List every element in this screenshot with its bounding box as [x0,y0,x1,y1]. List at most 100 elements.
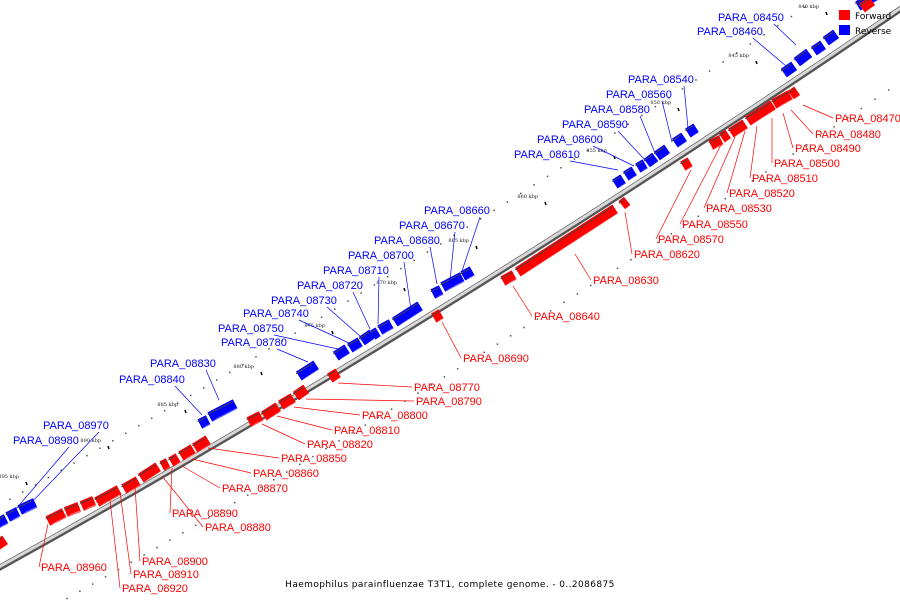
reverse-legend-swatch [839,25,850,35]
forward-gene[interactable] [327,368,345,383]
forward-gene[interactable] [79,496,100,511]
reverse-gene[interactable] [623,166,641,181]
forward-gene[interactable] [63,502,85,517]
forward-gene-label: PARA_08640 [534,311,600,323]
forward-gene-label: PARA_08920 [122,583,188,595]
reverse-gene[interactable] [347,337,367,353]
reverse-gene[interactable] [391,301,427,327]
reverse-gene[interactable] [671,132,691,148]
legend: Forward Reverse [839,10,892,37]
reverse-gene-label: PARA_08780 [221,337,287,349]
reverse-gene-label: PARA_08970 [43,420,109,432]
reverse-gene[interactable] [430,285,448,299]
forward-legend-label: Forward [855,12,891,22]
forward-gene[interactable] [787,86,804,100]
reverse-gene-label: PARA_08460 [697,26,763,38]
tick-label: 845 kbp [728,53,749,59]
reverse-gene[interactable] [197,415,215,429]
forward-gene-label: PARA_08860 [253,468,319,480]
forward-gene[interactable] [94,485,126,507]
forward-gene-label: PARA_08490 [795,143,861,155]
forward-gene-label: PARA_08530 [706,203,772,215]
tick-label: 860 kbp [517,194,538,200]
tick-marks: 840 kbp 845 kbp 850 kbp 855 kbp 860 kbp 865 k… [0,4,828,486]
forward-gene[interactable] [858,0,879,13]
reverse-gene[interactable] [370,327,385,340]
reverse-gene-label: PARA_08450 [718,12,784,24]
reverse-legend-label: Reverse [855,27,892,37]
forward-gene[interactable] [744,100,780,126]
tick-label: 855 kbp [586,148,607,154]
forward-gene[interactable] [727,119,752,138]
forward-gene[interactable] [192,435,215,453]
forward-gene[interactable] [178,444,200,461]
forward-gene[interactable] [500,270,521,286]
reverse-gene-label: PARA_08670 [399,220,465,232]
forward-gene-label: PARA_08500 [774,158,840,170]
forward-gene[interactable] [159,458,175,471]
forward-gene-label: PARA_08520 [729,188,795,200]
forward-gene[interactable] [292,384,313,401]
forward-gene-label: PARA_08800 [362,410,428,422]
reverse-gene[interactable] [685,123,703,138]
reverse-gene[interactable] [5,507,25,522]
forward-gene-label: PARA_08820 [307,439,373,451]
forward-gene[interactable] [137,462,165,483]
reverse-gene[interactable] [0,514,13,529]
reverse-gene[interactable] [332,344,354,361]
tick-label: 865 kbp [448,238,469,244]
reverse-gene-label: PARA_08840 [119,374,185,386]
forward-leader-lines [38,104,834,589]
forward-gene[interactable] [431,309,448,323]
forward-gene-label: PARA_08900 [142,556,208,568]
forward-gene[interactable] [278,393,300,410]
forward-gene[interactable] [618,196,635,210]
reverse-gene-label: PARA_08730 [271,295,337,307]
forward-gene-label: PARA_08510 [752,173,818,185]
forward-gene[interactable] [0,535,12,550]
reverse-gene[interactable] [207,399,242,422]
reverse-gene[interactable] [295,360,323,381]
forward-gene[interactable] [708,135,728,150]
reverse-gene[interactable] [635,159,652,173]
forward-gene[interactable] [121,476,145,494]
reverse-gene[interactable] [643,152,662,168]
reverse-gene-label: PARA_08750 [218,323,284,335]
tick-label: 895 kbp [0,474,19,480]
forward-gene[interactable] [771,90,797,109]
reverse-gene-label: PARA_08540 [628,74,694,86]
forward-gene-label: PARA_08690 [463,353,529,365]
reverse-gene-label: PARA_08560 [606,89,672,101]
reverse-gene[interactable] [780,61,801,78]
reverse-gene[interactable] [460,266,479,281]
reverse-gene[interactable] [377,319,398,335]
tick-label: 880 kbp [233,364,254,370]
forward-genes [0,0,879,550]
reverse-gene[interactable] [612,174,630,189]
forward-gene[interactable] [260,402,285,421]
forward-gene[interactable] [718,129,735,143]
reverse-gene[interactable] [793,48,816,67]
reverse-gene[interactable] [810,40,830,56]
reverse-gene[interactable] [17,498,42,515]
reverse-gene[interactable] [822,29,843,46]
genome-caption: Haemophilus parainfluenzae T3T1, complet… [285,580,615,590]
forward-gene-label: PARA_08770 [414,382,480,394]
forward-gene[interactable] [680,157,697,171]
reverse-gene[interactable] [358,329,379,346]
reverse-gene[interactable] [653,144,674,161]
tick-label: 885 kbp [157,402,178,408]
reverse-gene-label: PARA_08980 [13,435,79,447]
forward-gene[interactable] [514,204,622,277]
forward-gene-labels: PARA_08470 PARA_08480 PARA_08490 PARA_08500… [41,113,900,595]
forward-gene[interactable] [45,508,71,526]
reverse-gene-label: PARA_08660 [424,205,490,217]
forward-gene[interactable] [168,453,185,467]
forward-gene[interactable] [246,411,268,427]
reverse-genes [0,0,879,529]
reverse-gene-label: PARA_08580 [584,104,650,116]
tick-label: 875 kbp [304,323,325,329]
reverse-gene-label: PARA_08700 [348,250,414,262]
forward-gene-label: PARA_08630 [593,275,659,287]
